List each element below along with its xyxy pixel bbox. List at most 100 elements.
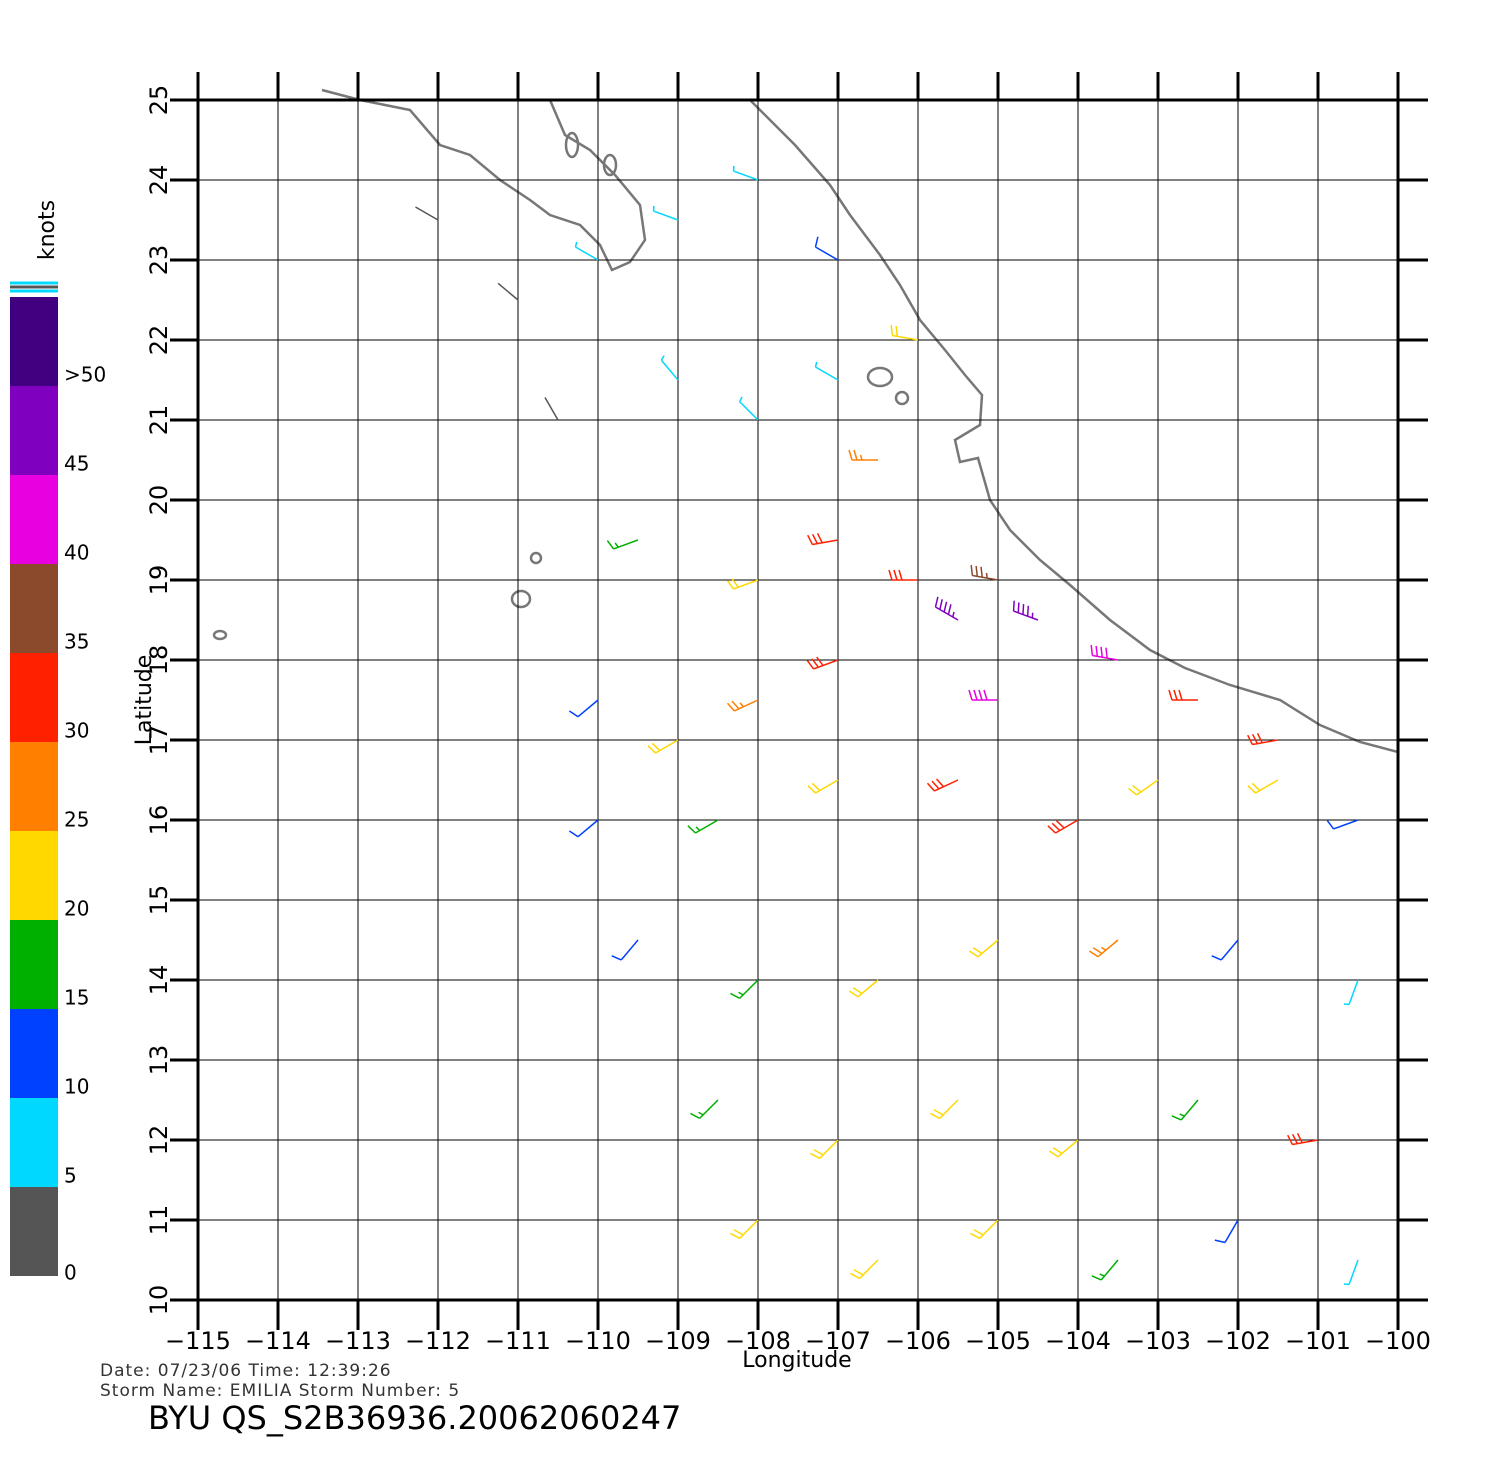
wind-barb bbox=[1214, 1219, 1239, 1244]
colorbar-segment bbox=[10, 297, 58, 386]
coastline bbox=[212, 88, 1399, 754]
x-tick-label: −105 bbox=[965, 1327, 1031, 1355]
wind-barb bbox=[1168, 689, 1198, 701]
wind-barb bbox=[611, 939, 639, 961]
colorbar-segment bbox=[10, 920, 58, 1009]
wind-barb bbox=[1090, 645, 1119, 661]
wind-barb bbox=[970, 1219, 999, 1240]
wind-barb bbox=[1247, 733, 1279, 746]
wind-barb bbox=[568, 699, 599, 718]
wind-barb bbox=[890, 325, 919, 341]
wind-barb bbox=[730, 1219, 759, 1240]
wind-barb bbox=[1171, 1099, 1199, 1121]
y-axis-label: Latitude bbox=[132, 655, 157, 746]
footer-title: BYU QS_S2B36936.20062060247 bbox=[148, 1399, 681, 1437]
colorbar-tick-label: 15 bbox=[64, 986, 89, 1010]
wind-barb bbox=[814, 236, 839, 261]
y-tick-label: 18 bbox=[145, 645, 173, 676]
x-tick-label: −110 bbox=[565, 1327, 631, 1355]
y-tick-label: 12 bbox=[145, 1125, 173, 1156]
colorbar-segment bbox=[10, 831, 58, 920]
wind-barb bbox=[606, 539, 639, 550]
wind-barb bbox=[888, 569, 918, 581]
y-tick-label: 21 bbox=[145, 405, 173, 436]
plot-frame bbox=[196, 98, 1400, 1302]
wind-barb bbox=[1047, 819, 1079, 834]
wind-barb bbox=[1343, 979, 1359, 1006]
colorbar-tick-label: 0 bbox=[64, 1261, 77, 1285]
x-tick-label: −111 bbox=[485, 1327, 551, 1355]
x-tick-label: −106 bbox=[885, 1327, 951, 1355]
wind-barb bbox=[806, 656, 839, 670]
colorbar-segment bbox=[10, 1187, 58, 1276]
colorbar-segment bbox=[10, 1009, 58, 1098]
wind-barb bbox=[1326, 819, 1359, 830]
wind-barbs bbox=[415, 165, 1359, 1286]
wind-barb bbox=[1343, 1259, 1359, 1286]
colorbar-tick-label: 45 bbox=[64, 452, 89, 476]
colorbar-tick-label: >50 bbox=[64, 363, 106, 387]
wind-barb bbox=[568, 819, 599, 838]
colorbar-tick-label: 40 bbox=[64, 541, 89, 565]
x-tick-label: −108 bbox=[725, 1327, 791, 1355]
wind-barb bbox=[1211, 939, 1239, 961]
wind-barb bbox=[848, 979, 879, 998]
x-tick-label: −115 bbox=[165, 1327, 231, 1355]
x-tick-label: −112 bbox=[405, 1327, 471, 1355]
wind-barb bbox=[726, 699, 759, 712]
y-tick-label: 19 bbox=[145, 565, 173, 596]
colorbar-label: knots bbox=[35, 200, 60, 260]
wind-barb bbox=[544, 397, 559, 421]
wind-barb bbox=[1247, 779, 1279, 794]
colorbar-tick-label: 20 bbox=[64, 897, 89, 921]
colorbar-segment bbox=[10, 1098, 58, 1187]
wind-barb bbox=[848, 449, 878, 461]
wind-barb bbox=[652, 205, 679, 221]
wind-barb bbox=[934, 596, 959, 621]
wind-barb bbox=[1048, 1139, 1079, 1158]
x-tick-label: −114 bbox=[245, 1327, 311, 1355]
wind-barb bbox=[850, 1259, 879, 1280]
y-tick-label: 23 bbox=[145, 245, 173, 276]
wind-barb bbox=[968, 939, 999, 958]
y-tick-label: 17 bbox=[145, 725, 173, 756]
wind-barb bbox=[574, 241, 599, 261]
colorbar-tick-label: 25 bbox=[64, 808, 89, 832]
colorbar-tick-label: 30 bbox=[64, 719, 89, 743]
wind-barb bbox=[497, 282, 519, 301]
x-tick-label: −102 bbox=[1205, 1327, 1271, 1355]
wind-barb bbox=[660, 355, 679, 381]
colorbar-tick-label: 10 bbox=[64, 1075, 89, 1099]
wind-barb bbox=[647, 739, 679, 754]
colorbar-segment bbox=[10, 564, 58, 653]
wind-barb bbox=[690, 1099, 719, 1120]
y-tick-label: 15 bbox=[145, 885, 173, 916]
colorbar-tick-label: 5 bbox=[64, 1164, 77, 1188]
wind-barb bbox=[968, 689, 998, 701]
colorbar-segment bbox=[10, 475, 58, 564]
wind-barb bbox=[807, 779, 839, 794]
wind-barb bbox=[1128, 779, 1159, 796]
footer-line: Date: 07/23/06 Time: 12:39:26 bbox=[100, 1361, 392, 1381]
wind-barb bbox=[970, 565, 999, 581]
x-tick-label: −107 bbox=[805, 1327, 871, 1355]
x-tick-label: −109 bbox=[645, 1327, 711, 1355]
wind-barb bbox=[726, 578, 759, 590]
wind-barb bbox=[732, 165, 759, 181]
wind-barb bbox=[738, 396, 759, 421]
wind-barb bbox=[1012, 600, 1039, 621]
wind-barb bbox=[1088, 939, 1119, 958]
y-tick-label: 22 bbox=[145, 325, 173, 356]
wind-barb bbox=[1091, 1259, 1119, 1281]
y-tick-label: 14 bbox=[145, 965, 173, 996]
y-tick-label: 16 bbox=[145, 805, 173, 836]
y-tick-label: 25 bbox=[145, 85, 173, 116]
wind-barb bbox=[687, 819, 719, 834]
colorbar-segment bbox=[10, 653, 58, 742]
footer-line: Storm Name: EMILIA Storm Number: 5 bbox=[100, 1381, 460, 1401]
y-tick-label: 13 bbox=[145, 1045, 173, 1076]
x-tick-label: −103 bbox=[1125, 1327, 1191, 1355]
y-tick-label: 11 bbox=[145, 1205, 173, 1236]
colorbar-segment bbox=[10, 386, 58, 475]
